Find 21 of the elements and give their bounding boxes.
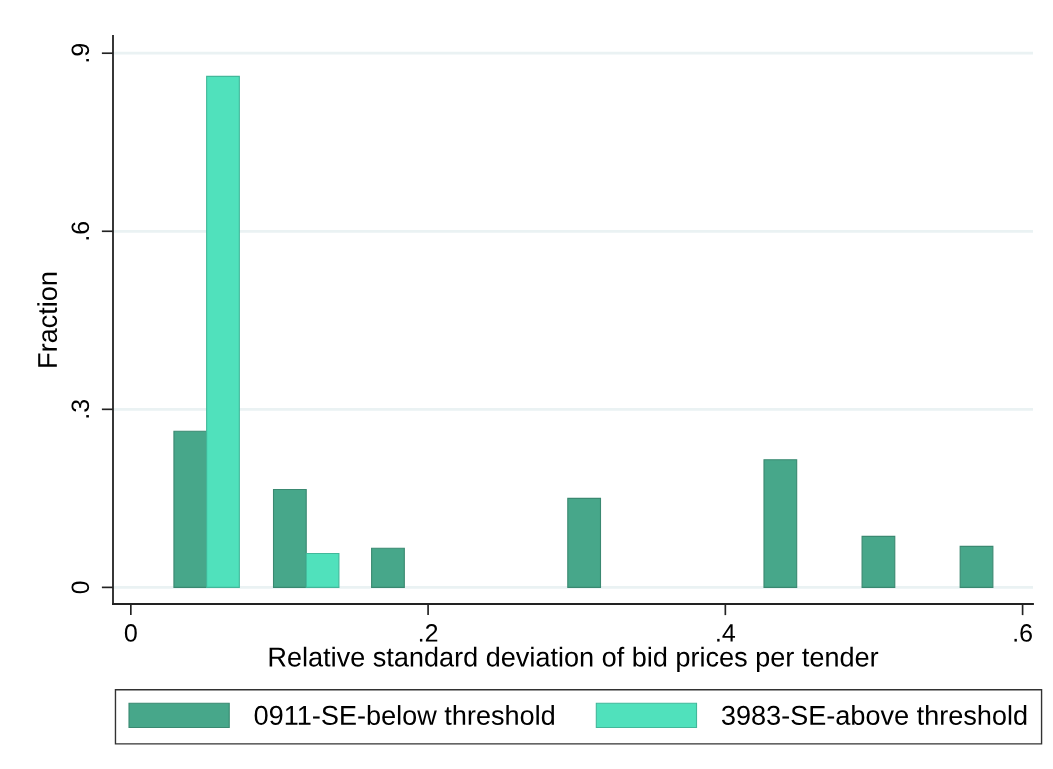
bar (305, 552, 340, 588)
bar (371, 547, 405, 588)
y-tick-label: .6 (71, 221, 90, 240)
bar (567, 497, 602, 588)
y-axis-title: Fraction (37, 272, 58, 367)
legend-label: 3983-SE-above threshold (721, 705, 1027, 725)
y-tick-label: .3 (71, 400, 90, 418)
x-tick-label: .6 (1014, 624, 1032, 642)
legend-label: 0911-SE-below threshold (254, 705, 554, 725)
y-tick-label: 0 (71, 581, 90, 594)
x-tick-label: .4 (717, 624, 736, 642)
x-tick-label: .2 (419, 624, 438, 642)
y-tick-label: .9 (71, 43, 90, 62)
bar (861, 535, 896, 588)
x-tick-label: 0 (124, 624, 137, 642)
bar (959, 545, 994, 588)
bar (206, 75, 240, 588)
bar (763, 459, 798, 588)
x-axis-title: Relative standard deviation of bid prices per tender (269, 646, 879, 672)
bar (173, 430, 208, 588)
bar (272, 488, 307, 588)
